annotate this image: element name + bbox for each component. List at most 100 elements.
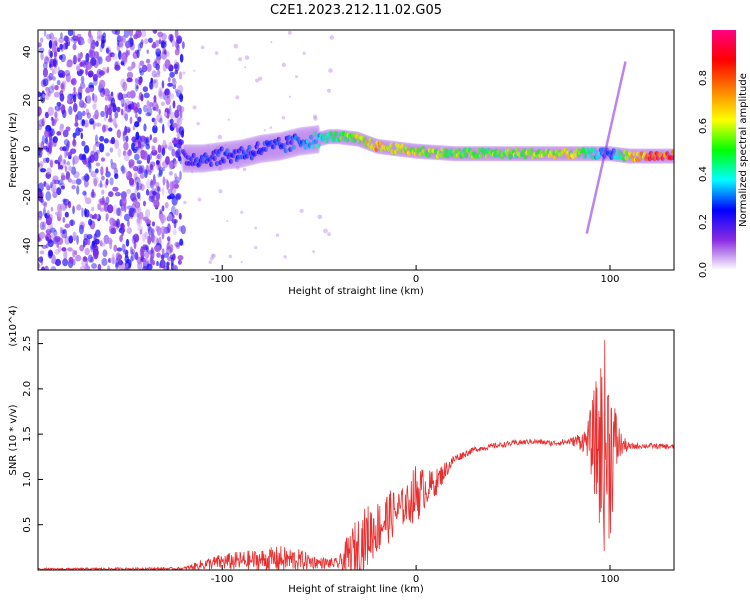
noise-speck	[197, 197, 202, 202]
ridge-cell	[582, 153, 588, 159]
noise-speck	[151, 79, 157, 84]
ridge-cell	[287, 134, 292, 141]
noise-speck	[158, 91, 165, 100]
noise-speck	[65, 143, 70, 152]
noise-speck	[158, 109, 161, 115]
noise-speck	[126, 91, 132, 99]
colorbar-tick-label: 0.6	[698, 118, 709, 134]
noise-speck	[214, 51, 219, 55]
noise-speck	[42, 157, 47, 163]
noise-speck	[81, 119, 86, 127]
ridge-cell	[285, 140, 291, 146]
noise-speck	[85, 61, 89, 72]
noise-speck	[94, 229, 101, 238]
x-tick-label: 100	[600, 574, 619, 585]
noise-speck	[84, 209, 90, 218]
y-tick-label: 20	[22, 94, 33, 107]
noise-speck	[68, 151, 73, 156]
noise-speck	[97, 183, 104, 188]
ridge-cell	[433, 148, 439, 154]
ridge-cell	[303, 144, 308, 150]
noise-speck	[57, 245, 62, 253]
snr-y-multiplier: (x10^4)	[8, 305, 19, 346]
noise-speck	[177, 259, 182, 265]
y-tick-label: 2.0	[22, 381, 33, 397]
noise-speck	[38, 124, 42, 131]
noise-speck	[72, 132, 77, 139]
noise-speck	[165, 155, 170, 165]
noise-speck	[82, 159, 88, 165]
noise-speck	[152, 106, 157, 111]
noise-speck	[82, 256, 88, 262]
noise-speck	[79, 61, 84, 67]
noise-speck	[159, 259, 166, 269]
noise-speck	[90, 191, 96, 199]
noise-speck	[59, 164, 64, 170]
noise-speck	[120, 52, 127, 63]
noise-speck	[211, 253, 216, 259]
noise-speck	[86, 234, 93, 240]
noise-speck	[48, 85, 55, 94]
noise-speck	[73, 93, 77, 103]
noise-speck	[196, 121, 200, 126]
noise-speck	[72, 205, 75, 215]
colorbar-tick-label: 0.0	[698, 262, 709, 278]
noise-speck	[174, 176, 181, 184]
noise-speck	[233, 43, 239, 49]
noise-speck	[53, 229, 58, 237]
noise-speck	[94, 109, 99, 120]
snr-frame	[37, 329, 675, 571]
noise-speck	[103, 112, 107, 122]
noise-speck	[171, 38, 176, 48]
noise-speck	[127, 149, 133, 157]
noise-speck	[71, 179, 77, 185]
noise-speck	[150, 233, 155, 243]
noise-speck	[137, 107, 142, 115]
noise-speck	[88, 30, 92, 38]
noise-speck	[117, 147, 122, 158]
noise-speck	[156, 113, 163, 123]
noise-speck	[166, 236, 171, 242]
noise-speck	[54, 249, 60, 255]
noise-speck	[118, 50, 122, 60]
colorbar: 0.0 0.2 0.4 0.6 0.8 Normalized spectral ampl…	[698, 30, 749, 278]
noise-speck	[288, 95, 292, 99]
noise-speck	[78, 153, 84, 161]
noise-speck	[209, 256, 214, 261]
noise-speck	[148, 80, 155, 90]
ridge-cell	[333, 130, 339, 137]
noise-speck	[40, 197, 44, 204]
noise-speck	[125, 50, 129, 58]
noise-speck	[137, 216, 141, 224]
noise-speck	[130, 38, 134, 46]
noise-speck	[115, 207, 122, 217]
ridge-cell	[263, 146, 269, 152]
noise-speck	[74, 250, 78, 256]
noise-speck	[87, 160, 92, 170]
noise-speck	[168, 160, 174, 170]
noise-speck	[101, 189, 105, 195]
noise-speck	[85, 108, 90, 116]
noise-speck	[107, 117, 113, 123]
noise-speck	[96, 30, 102, 39]
noise-speck	[125, 263, 129, 268]
noise-speck	[166, 256, 173, 262]
noise-speck	[120, 35, 124, 43]
x-tick-label: -100	[211, 574, 234, 585]
ridge-cell	[255, 141, 261, 147]
noise-speck	[105, 166, 109, 174]
noise-speck	[104, 95, 109, 101]
noise-speck	[76, 65, 81, 72]
y-tick-label: -20	[22, 189, 33, 205]
noise-speck	[263, 129, 266, 132]
noise-speck	[211, 253, 215, 257]
y-tick-label: -40	[22, 238, 33, 254]
noise-speck	[155, 181, 160, 188]
noise-speck	[114, 64, 121, 71]
ridge-cell	[225, 148, 230, 154]
noise-speck	[72, 249, 76, 258]
noise-speck	[49, 213, 53, 223]
noise-speck	[140, 94, 144, 102]
noise-speck	[171, 148, 176, 157]
noise-speck	[45, 183, 50, 189]
